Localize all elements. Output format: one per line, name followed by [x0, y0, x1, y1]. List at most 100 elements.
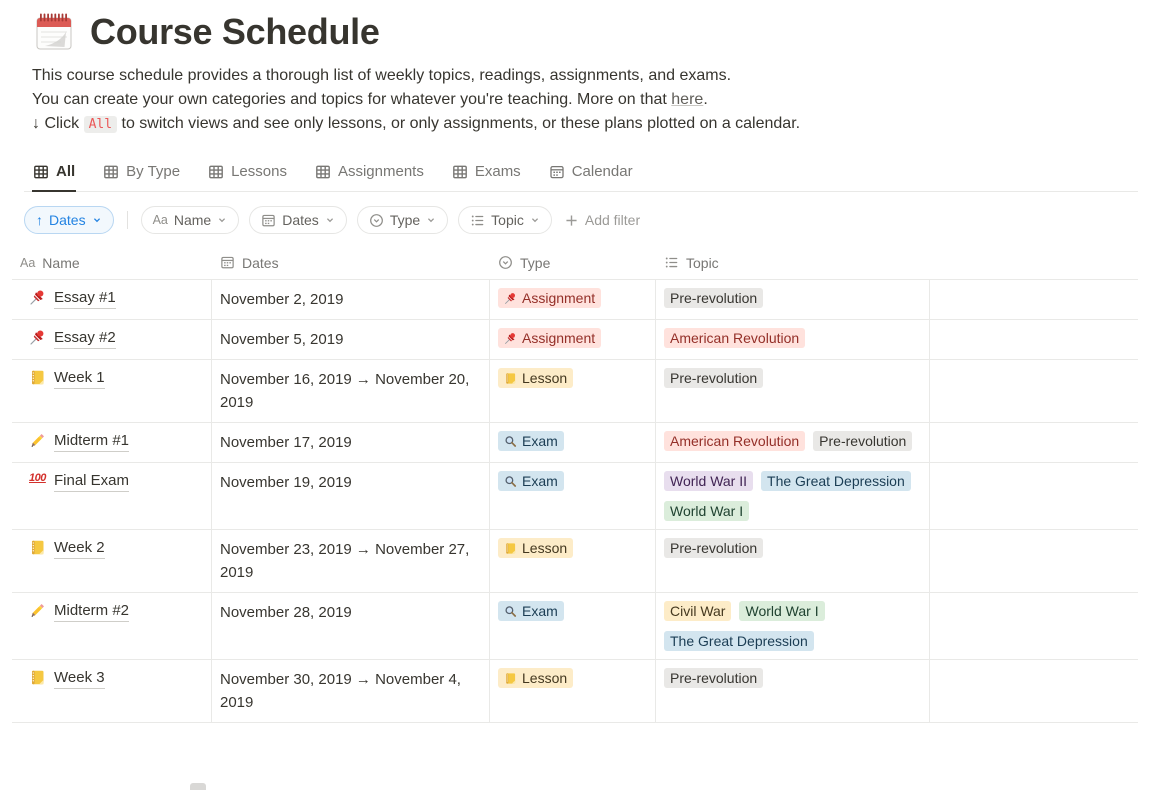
row-name-cell[interactable]: 100 Final Exam: [12, 463, 212, 529]
view-tabs: All By Type Lessons Assignments Exams Ca…: [24, 157, 1138, 192]
table-row: Week 3 November 30, 2019 → November 4, 20…: [12, 660, 1138, 723]
row-topic-cell[interactable]: World War II The Great Depression World Wa…: [656, 463, 930, 529]
table-icon: [208, 164, 224, 180]
spiral-notepad-icon[interactable]: [32, 10, 76, 54]
row-name-cell[interactable]: Midterm #2: [12, 593, 212, 659]
row-name-cell[interactable]: Essay #2: [12, 320, 212, 359]
topic-tag: American Revolution: [664, 431, 806, 451]
tab-assignments[interactable]: Assignments: [314, 157, 425, 192]
tab-all[interactable]: All: [32, 157, 77, 192]
column-header-topic[interactable]: Topic: [656, 255, 930, 271]
tab-exams[interactable]: Exams: [451, 157, 522, 192]
row-page-link[interactable]: Midterm #2: [54, 601, 130, 622]
row-empty-cell[interactable]: [930, 530, 1138, 592]
all-code-chip: All: [83, 116, 118, 133]
divider: [126, 211, 128, 229]
row-name-cell[interactable]: Week 2: [12, 530, 212, 592]
row-type-cell[interactable]: Assignment: [490, 280, 656, 319]
calendar-icon: [549, 164, 565, 180]
row-empty-cell[interactable]: [930, 360, 1138, 422]
sort-ascending-icon: ↑: [36, 212, 43, 228]
row-page-link[interactable]: Essay #2: [54, 328, 116, 349]
row-dates-cell[interactable]: November 5, 2019: [212, 320, 490, 359]
text-property-icon: Aa: [20, 255, 36, 270]
topic-tag: World War I: [739, 601, 825, 621]
row-dates-cell[interactable]: November 28, 2019: [212, 593, 490, 659]
row-page-link[interactable]: Midterm #1: [54, 431, 130, 452]
topic-tag: Pre-revolution: [664, 538, 764, 558]
tab-lessons[interactable]: Lessons: [207, 157, 288, 192]
row-type-cell[interactable]: Exam: [490, 423, 656, 462]
row-topic-cell[interactable]: Pre-revolution: [656, 530, 930, 592]
tab-calendar[interactable]: Calendar: [548, 157, 634, 192]
row-topic-cell[interactable]: American Revolution Pre-revolution: [656, 423, 930, 462]
row-topic-cell[interactable]: Pre-revolution: [656, 660, 930, 722]
chevron-down-icon: [325, 215, 335, 225]
row-page-link[interactable]: Week 1: [54, 368, 105, 389]
pushpin-icon: [504, 332, 517, 345]
row-dates-cell[interactable]: November 19, 2019: [212, 463, 490, 529]
row-topic-cell[interactable]: American Revolution: [656, 320, 930, 359]
topic-tag: Pre-revolution: [664, 288, 764, 308]
row-empty-cell[interactable]: [930, 593, 1138, 659]
column-header-type[interactable]: Type: [490, 255, 656, 271]
row-page-link[interactable]: Week 3: [54, 668, 105, 689]
table-row: Essay #2 November 5, 2019 Assignment Americ…: [12, 320, 1138, 360]
table-row: Week 1 November 16, 2019 → November 20, 2…: [12, 360, 1138, 423]
row-type-cell[interactable]: Lesson: [490, 360, 656, 422]
type-tag: Assignment: [498, 288, 602, 308]
topic-tag: World War I: [664, 501, 750, 521]
ledger-icon: [29, 369, 46, 386]
row-page-link[interactable]: Essay #1: [54, 288, 116, 309]
sort-chip-dates[interactable]: ↑ Dates: [24, 206, 114, 234]
here-link[interactable]: here: [671, 91, 704, 108]
row-name-cell[interactable]: Week 1: [12, 360, 212, 422]
row-empty-cell[interactable]: [930, 320, 1138, 359]
row-type-cell[interactable]: Lesson: [490, 530, 656, 592]
row-dates-cell[interactable]: November 23, 2019 → November 27, 2019: [212, 530, 490, 592]
column-header-dates[interactable]: Dates: [212, 255, 490, 271]
type-tag: Lesson: [498, 368, 574, 388]
row-empty-cell[interactable]: [930, 463, 1138, 529]
description-line-1: This course schedule provides a thorough…: [32, 67, 732, 84]
table-icon: [103, 164, 119, 180]
filter-pill-topic[interactable]: Topic: [458, 206, 552, 234]
row-empty-cell[interactable]: [930, 660, 1138, 722]
row-page-link[interactable]: Final Exam: [54, 471, 130, 492]
type-tag: Exam: [498, 431, 564, 451]
row-empty-cell[interactable]: [930, 423, 1138, 462]
chevron-down-icon: [92, 215, 102, 225]
row-name-cell[interactable]: Week 3: [12, 660, 212, 722]
row-topic-cell[interactable]: Pre-revolution: [656, 280, 930, 319]
row-name-cell[interactable]: Midterm #1: [12, 423, 212, 462]
tab-by-type[interactable]: By Type: [102, 157, 181, 192]
row-dates-cell[interactable]: November 16, 2019 → November 20, 2019: [212, 360, 490, 422]
type-tag: Exam: [498, 601, 564, 621]
row-dates-cell[interactable]: November 30, 2019 → November 4, 2019: [212, 660, 490, 722]
row-type-cell[interactable]: Assignment: [490, 320, 656, 359]
pencil-icon: [29, 432, 46, 449]
row-type-cell[interactable]: Exam: [490, 593, 656, 659]
filter-pill-dates[interactable]: Dates: [249, 206, 347, 234]
table-icon: [452, 164, 468, 180]
row-dates-cell[interactable]: November 17, 2019: [212, 423, 490, 462]
filter-pill-type[interactable]: Type: [356, 206, 449, 234]
row-empty-cell[interactable]: [930, 280, 1138, 319]
row-type-cell[interactable]: Lesson: [490, 660, 656, 722]
row-topic-cell[interactable]: Civil War World War I The Great Depression: [656, 593, 930, 659]
table-body: Essay #1 November 2, 2019 Assignment Pre-re…: [12, 280, 1138, 723]
row-topic-cell[interactable]: Pre-revolution: [656, 360, 930, 422]
pushpin-icon: [29, 289, 46, 306]
add-filter-button[interactable]: Add filter: [564, 212, 640, 228]
row-dates-cell[interactable]: November 2, 2019: [212, 280, 490, 319]
table-row: Essay #1 November 2, 2019 Assignment Pre-re…: [12, 280, 1138, 320]
row-type-cell[interactable]: Exam: [490, 463, 656, 529]
row-page-link[interactable]: Week 2: [54, 538, 105, 559]
column-header-name[interactable]: Aa Name: [20, 254, 80, 271]
select-property-icon: [369, 213, 384, 228]
filter-pill-name[interactable]: Aa Name: [140, 206, 240, 234]
chevron-down-icon: [217, 215, 227, 225]
row-name-cell[interactable]: Essay #1: [12, 280, 212, 319]
chevron-down-icon: [426, 215, 436, 225]
description-line-3: ↓ Click All to switch views and see only…: [32, 115, 801, 133]
